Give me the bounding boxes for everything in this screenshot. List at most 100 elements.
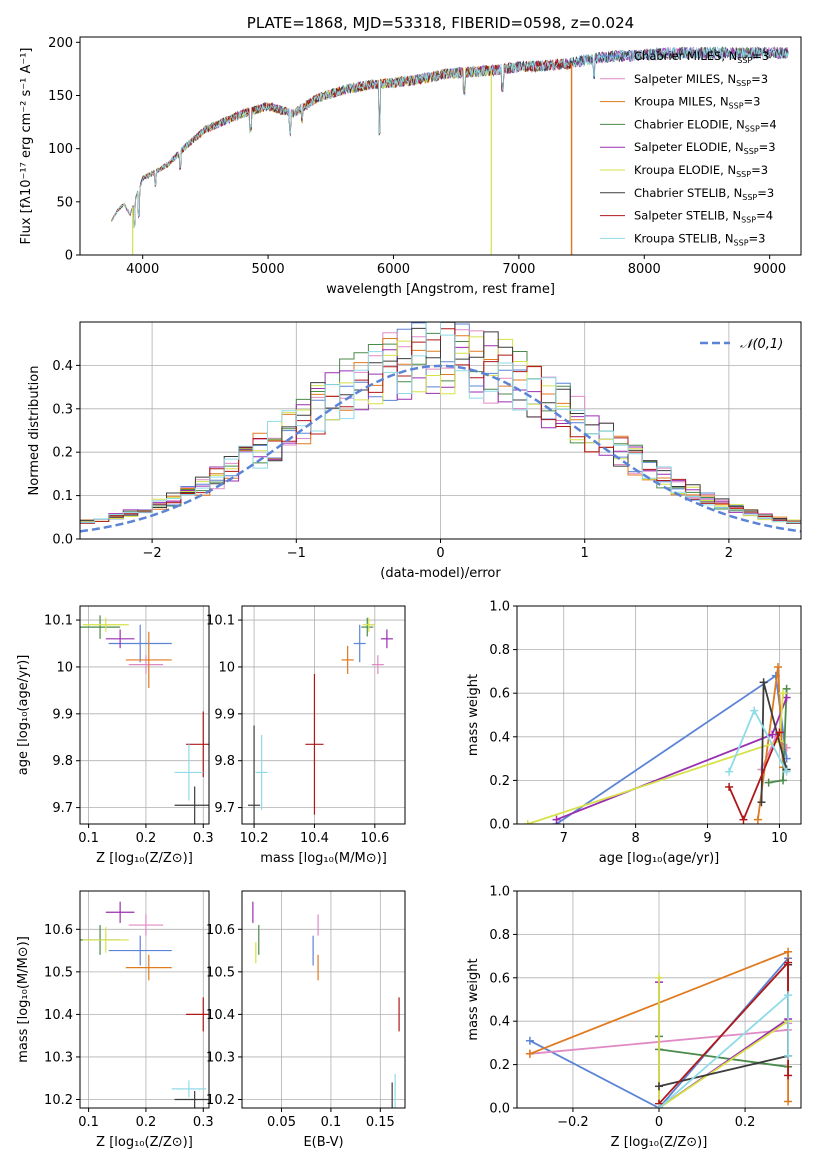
plot-area — [80, 322, 801, 533]
plot-area — [523, 663, 791, 824]
y-tick-label: 10.4 — [206, 1008, 235, 1023]
weight-series-4 — [658, 982, 789, 1108]
plot-area — [248, 617, 393, 824]
y-axis-label: mass weight — [466, 958, 481, 1040]
x-axis-label: (data-model)/error — [380, 566, 501, 581]
y-axis-label: mass weight — [466, 674, 481, 756]
y-tick-label: 10.2 — [206, 1093, 235, 1108]
chart-mass-vs-Z: 0.1 0.2 0.3 10.2 10.3 10.4 10.5 10.6 Z [log₁₀(Z/… — [16, 890, 214, 1150]
y-tick-label: 0.8 — [489, 928, 510, 943]
y-tick-label: 10.5 — [44, 965, 73, 980]
x-axis-label: Z [log₁₀(Z/Z⊙)] — [96, 1135, 193, 1150]
y-tick-label: 0.0 — [52, 533, 73, 548]
y-tick-label: 0.4 — [489, 730, 510, 745]
x-tick-label: 0.1 — [321, 1115, 342, 1130]
y-tick-label: 1.0 — [489, 885, 510, 900]
y-axis-label: mass [log₁₀(M/M⊙)] — [16, 936, 31, 1063]
y-tick-label: 10 — [56, 660, 73, 675]
y-axis-label: Flux [fλ10⁻¹⁷ erg cm⁻² s⁻¹ A⁻¹] — [19, 48, 34, 245]
y-tick-label: 200 — [48, 36, 73, 51]
x-tick-label: 9 — [703, 831, 711, 846]
chart-massweight-vs-Z: −0.2 0 0.2 0.0 0.2 0.4 0.6 0.8 1.0 Z [log₁₀(Z/Z⊙)… — [466, 885, 802, 1150]
x-tick-label: 0.2 — [735, 1115, 756, 1130]
legend-label: Kroupa MILES, NSSP=3 — [634, 95, 760, 111]
axes-frame — [79, 36, 802, 256]
legend-label: 𝒩(0,1) — [740, 337, 783, 352]
legend-label: Chabrier ELODIE, NSSP=4 — [634, 117, 777, 133]
x-tick-label: −0.2 — [557, 1115, 589, 1130]
y-tick-label: 0.3 — [52, 402, 73, 417]
chart-residual-histogram: 𝒩(0,1) −2 −1 0 1 2 0.0 0.1 0.2 0.3 0.4 (data-model)… — [27, 321, 802, 581]
y-tick-label: 10.1 — [44, 614, 73, 629]
y-axis-label: age [log₁₀(age/yr)] — [16, 655, 31, 776]
chart-spectrum: Chabrier MILES, NSSP=3 Salpeter MILES, NS… — [19, 14, 802, 297]
y-tick-label: 10.2 — [44, 1093, 73, 1108]
x-axis-label: wavelength [Angstrom, rest frame] — [326, 282, 555, 297]
x-tick-label: 5000 — [252, 262, 285, 277]
x-tick-label: 0 — [655, 1115, 663, 1130]
y-tick-label: 9.8 — [214, 754, 235, 769]
y-tick-label: 0.2 — [52, 446, 73, 461]
chart-title: PLATE=1868, MJD=53318, FIBERID=0598, z=0… — [247, 14, 634, 32]
y-tick-label: 150 — [48, 89, 73, 104]
x-tick-label: 7000 — [502, 262, 535, 277]
weight-series-5 — [658, 977, 789, 1108]
x-tick-label: 0.3 — [193, 1115, 214, 1130]
x-tick-label: 0.1 — [78, 1115, 99, 1130]
y-tick-label: 10 — [218, 660, 235, 675]
y-tick-label: 0.1 — [52, 489, 73, 504]
x-tick-label: 0.2 — [136, 1115, 157, 1130]
legend-label: Kroupa STELIB, NSSP=3 — [634, 231, 765, 247]
plot-area — [525, 947, 793, 1108]
y-tick-label: 1.0 — [489, 600, 510, 615]
x-tick-label: 0.2 — [136, 831, 157, 846]
y-tick-label: 10.6 — [206, 923, 235, 938]
y-tick-label: 10.3 — [206, 1050, 235, 1065]
x-tick-label: 0.15 — [366, 1115, 395, 1130]
x-axis-label: Z [log₁₀(Z/Z⊙)] — [96, 851, 193, 866]
y-tick-label: 0.6 — [489, 687, 510, 702]
x-tick-label: 0.3 — [193, 831, 214, 846]
y-tick-label: 100 — [48, 142, 73, 157]
y-tick-label: 0.8 — [489, 643, 510, 658]
y-tick-label: 0 — [65, 249, 73, 264]
axes-frame — [241, 890, 406, 1109]
y-tick-label: 9.8 — [52, 754, 73, 769]
legend-label: Kroupa ELODIE, NSSP=3 — [634, 163, 768, 179]
legend-label: Salpeter STELIB, NSSP=4 — [634, 209, 773, 225]
y-tick-label: 10.4 — [44, 1008, 73, 1023]
x-tick-label: 10.2 — [240, 831, 269, 846]
x-tick-label: 8 — [631, 831, 639, 846]
y-tick-label: 50 — [56, 195, 73, 210]
x-tick-label: 4000 — [126, 262, 159, 277]
x-tick-label: −1 — [287, 546, 306, 561]
chart-age-vs-mass: 10.2 10.4 10.6 9.7 9.8 9.9 10 10.1 mass [log₁₀(M… — [206, 605, 406, 866]
y-tick-label: 9.9 — [214, 707, 235, 722]
plot-area — [80, 615, 209, 824]
x-axis-label: Z [log₁₀(Z/Z⊙)] — [611, 1135, 708, 1150]
x-axis-label: E(B-V) — [303, 1135, 343, 1150]
plot-area — [110, 45, 789, 255]
y-tick-label: 0.4 — [52, 359, 73, 374]
normal-curve — [80, 364, 801, 533]
x-tick-label: 9000 — [753, 262, 786, 277]
x-tick-label: −2 — [143, 546, 162, 561]
legend-label: Salpeter ELODIE, NSSP=3 — [634, 140, 776, 156]
chart-mass-vs-EBV: 0.05 0.1 0.15 10.2 10.3 10.4 10.5 10.6 E(B-V) — [206, 890, 406, 1150]
spectrum-series-8 — [111, 45, 789, 228]
y-tick-label: 0.4 — [489, 1015, 510, 1030]
y-tick-label: 10.1 — [206, 614, 235, 629]
legend-label: Chabrier MILES, NSSP=3 — [634, 49, 769, 65]
x-tick-label: 6000 — [377, 262, 410, 277]
axes-frame — [516, 605, 802, 825]
x-tick-label: 0 — [436, 546, 444, 561]
x-tick-label: 10 — [771, 831, 788, 846]
x-axis-label: mass [log₁₀(M/M⊙)] — [260, 851, 387, 866]
chart-age-vs-Z: 0.1 0.2 0.3 9.7 9.8 9.9 10 10.1 Z [log₁₀(Z/Z⊙)] a… — [16, 605, 214, 866]
x-tick-label: 0.1 — [78, 831, 99, 846]
chart-massweight-vs-age: 7 8 9 10 0.0 0.2 0.4 0.6 0.8 1.0 age [log₁₀(age/yr… — [466, 600, 802, 866]
x-tick-label: 1 — [581, 546, 589, 561]
y-tick-label: 0.0 — [489, 1102, 510, 1117]
x-tick-label: 0.05 — [267, 1115, 296, 1130]
